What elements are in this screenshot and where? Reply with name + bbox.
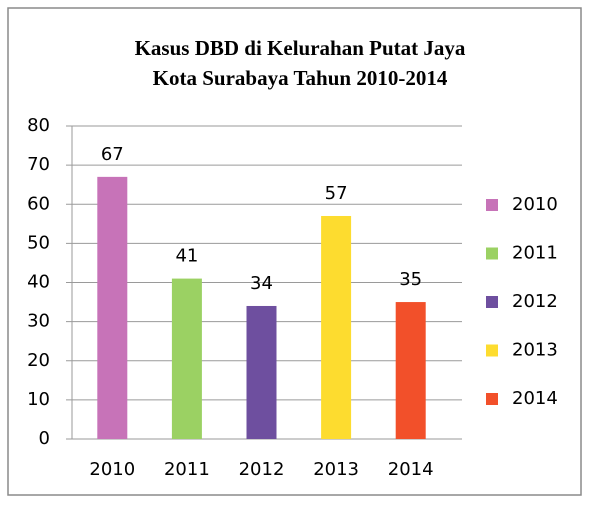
chart-title: Kasus DBD di Kelurahan Putat Jaya (135, 36, 466, 60)
y-tick-label: 20 (27, 350, 50, 371)
x-tick-label: 2011 (164, 459, 210, 480)
legend-swatch (486, 199, 498, 211)
bar (321, 215, 352, 439)
legend-swatch (486, 296, 498, 308)
y-tick-label: 0 (39, 428, 50, 449)
y-tick-label: 70 (27, 154, 50, 175)
bar (97, 176, 128, 440)
bar (395, 302, 426, 439)
data-label: 35 (399, 269, 422, 290)
y-tick-label: 60 (27, 193, 50, 214)
bar (246, 305, 277, 439)
x-tick-label: 2012 (239, 459, 285, 480)
legend-swatch (486, 247, 498, 260)
legend-label: 2010 (512, 194, 558, 215)
x-tick-label: 2013 (313, 459, 359, 480)
legend-label: 2013 (512, 340, 558, 361)
y-tick-label: 10 (27, 389, 50, 410)
y-tick-label: 30 (27, 311, 50, 332)
legend-swatch (486, 393, 498, 405)
legend-label: 2011 (512, 243, 558, 264)
legend-label: 2012 (512, 291, 558, 312)
bar (171, 278, 202, 439)
x-tick-label: 2014 (388, 459, 434, 480)
y-tick-label: 50 (27, 232, 50, 253)
data-label: 34 (250, 273, 273, 294)
data-label: 57 (325, 183, 348, 204)
x-tick-label: 2010 (89, 459, 135, 480)
data-label: 67 (101, 144, 124, 165)
y-tick-label: 80 (27, 115, 50, 136)
data-label: 41 (175, 246, 198, 267)
legend-label: 2014 (512, 388, 558, 409)
chart-title: Kota Surabaya Tahun 2010-2014 (153, 66, 448, 90)
legend-swatch (486, 344, 498, 357)
y-tick-label: 40 (27, 272, 50, 293)
